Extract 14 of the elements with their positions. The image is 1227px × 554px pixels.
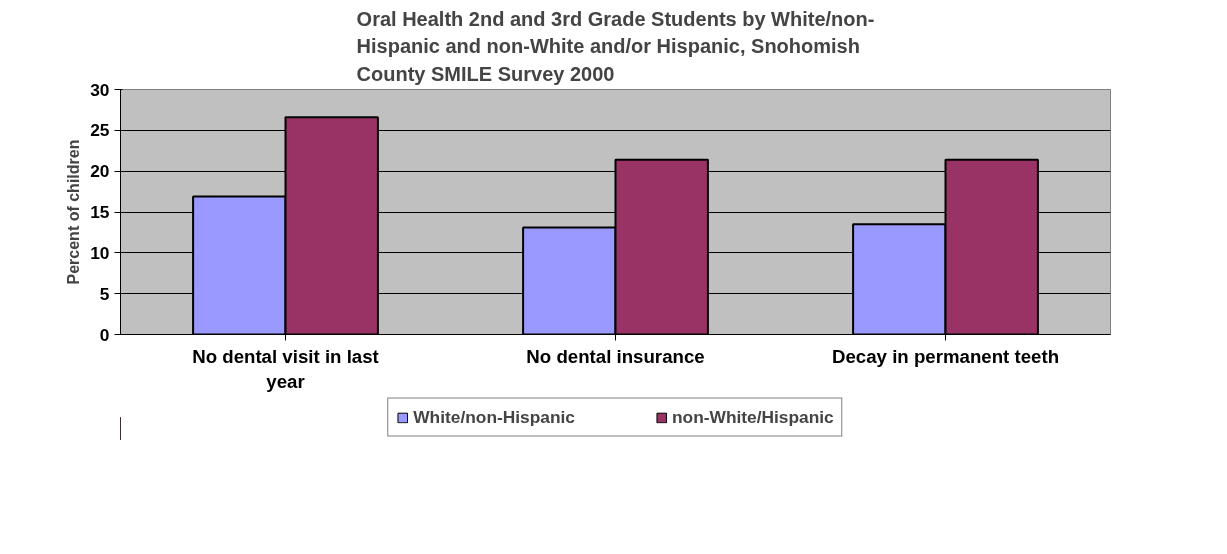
y-tick-label: 20 (90, 161, 110, 182)
x-tick-label: No dental insurance (526, 345, 705, 367)
y-axis-title: Percent of children (65, 139, 83, 285)
y-tick-label: 5 (99, 283, 110, 304)
x-tick-label: Decay in permanent teeth (831, 345, 1060, 367)
legend-label: White/non-Hispanic (413, 406, 575, 428)
legend-label: non-White/Hispanic (672, 406, 834, 428)
y-tick-label: 30 (90, 79, 110, 100)
y-tick-label: 25 (90, 120, 110, 141)
y-tick-label: 0 (99, 324, 110, 345)
y-tick-label: 10 (90, 242, 110, 263)
x-tick-label: No dental visit in last year (192, 345, 379, 392)
y-tick-label: 15 (90, 202, 110, 222)
chart-title: Oral Health 2nd and 3rd Grade Students by White/non-Hispanic and non-White and/or Hispanic, Snohomish County SMILE Survey 2000 (356, 7, 875, 85)
